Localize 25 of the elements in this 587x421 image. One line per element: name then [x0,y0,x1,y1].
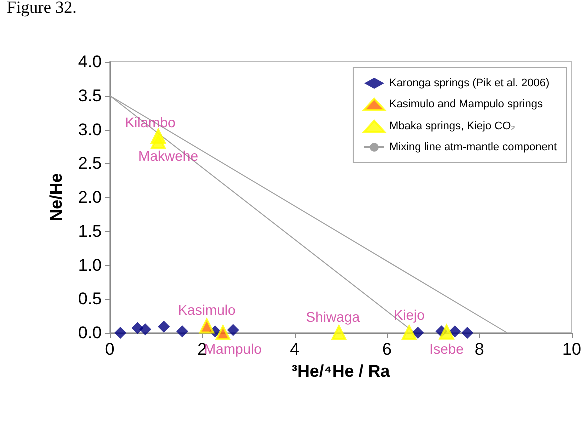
chart-title: Figure 32. [7,0,77,17]
y-tick-label: 0.0 [78,324,102,342]
legend-label: Mbaka springs, Kiejo CO₂ [389,120,516,132]
y-tick-label: 2.0 [78,188,102,207]
y-tick-label: 2.5 [78,154,102,174]
x-tick-label: 8 [474,340,484,359]
x-axis-title: ³He/⁴He / Ra [292,362,391,381]
y-tick-label: 3.0 [78,120,102,140]
annotation: Kasimulo [178,302,236,318]
legend-label: Karonga springs (Pik et al. 2006) [389,78,550,90]
annotation: Kiejo [394,307,426,323]
annotation: Isebe [430,341,464,357]
y-tick-label: 1.5 [78,222,102,241]
y-tick-label: 4.0 [78,52,102,72]
x-tick-label: 4 [290,340,300,359]
y-axis-title: Ne/He [47,173,66,222]
x-tick-label: 10 [562,340,582,359]
x-tick-label: 0 [105,340,115,359]
annotation: Shiwaga [306,309,360,325]
x-tick-label: 6 [382,340,392,359]
y-tick-label: 3.5 [78,86,102,106]
y-tick-label: 1.0 [78,256,102,275]
legend-label: Kasimulo and Mampulo springs [389,98,544,110]
y-tick-label: 0.5 [78,290,102,309]
legend-label: Mixing line atm-mantle component [389,142,558,154]
